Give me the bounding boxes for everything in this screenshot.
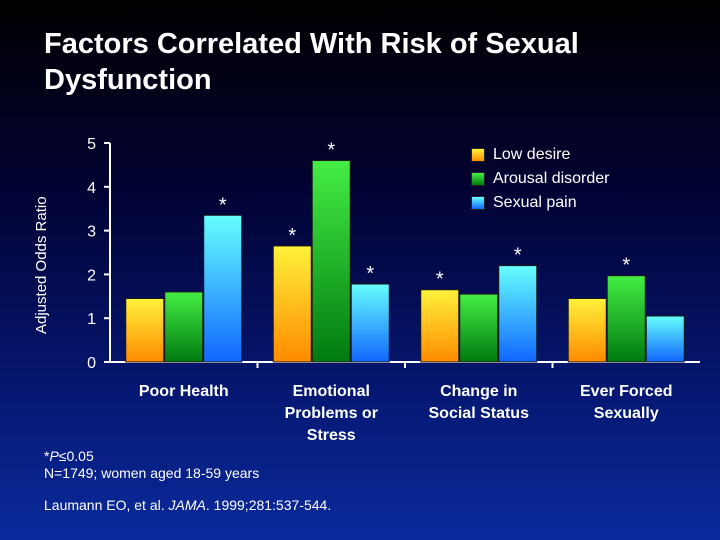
bar-low-desire	[272, 245, 312, 363]
bar-sexual-pain	[350, 283, 390, 363]
y-tick-label: 5	[87, 136, 96, 153]
bar-low-desire	[567, 297, 607, 363]
legend-item: Sexual pain	[471, 191, 610, 215]
x-category-label: Poor Health	[114, 381, 254, 403]
x-category-line: Emotional	[292, 383, 370, 400]
x-category-label: Change in Social Status	[409, 381, 549, 425]
bar-arousal-disorder	[164, 291, 204, 363]
legend-label: Low desire	[493, 146, 571, 163]
x-category-line: Poor Health	[138, 383, 229, 400]
y-tick-label: 0	[87, 355, 96, 372]
legend-swatch	[471, 196, 485, 210]
legend: Low desire Arousal disorder Sexual pain	[471, 143, 610, 215]
bar-arousal-disorder	[311, 160, 351, 363]
bar-low-desire	[125, 297, 165, 363]
significance-marker: *	[436, 269, 444, 291]
bar-low-desire	[420, 289, 460, 363]
x-category-line: Social Status	[428, 405, 529, 422]
footnotes: *P≤0.05 N=1749; women aged 18-59 years	[44, 448, 259, 482]
x-category-line: Ever Forced	[580, 383, 673, 400]
chart-title: Factors Correlated With Risk of Sexual D…	[44, 28, 579, 96]
x-category-label: Ever Forced Sexually	[556, 381, 696, 425]
x-category-line: Change in	[440, 383, 518, 400]
legend-swatch	[471, 148, 485, 162]
legend-swatch	[471, 172, 485, 186]
x-category-line: Stress	[306, 427, 356, 444]
reference: Laumann EO, et al. JAMA. 1999;281:537-54…	[44, 497, 332, 513]
bar-arousal-disorder	[606, 275, 646, 363]
y-tick-label: 2	[87, 267, 96, 284]
legend-label: Arousal disorder	[493, 170, 610, 187]
x-category-label: Emotional Problems or Stress	[261, 381, 401, 447]
significance-marker: *	[288, 225, 296, 247]
sample-note: N=1749; women aged 18-59 years	[44, 465, 260, 481]
significance-marker: *	[366, 263, 374, 285]
significance-marker: *	[514, 245, 522, 267]
significance-note: *P≤0.05	[44, 448, 94, 464]
bar-sexual-pain	[498, 265, 538, 363]
legend-item: Low desire	[471, 143, 610, 167]
x-category-line: Sexually	[593, 405, 659, 422]
bar-sexual-pain	[203, 214, 243, 363]
bar-arousal-disorder	[459, 293, 499, 363]
significance-marker: *	[219, 194, 227, 216]
y-tick-label: 1	[87, 311, 96, 328]
bar-sexual-pain	[645, 315, 685, 363]
x-category-line: Problems or	[284, 405, 378, 422]
significance-marker: *	[327, 140, 335, 162]
y-tick-label: 3	[87, 224, 96, 241]
legend-item: Arousal disorder	[471, 167, 610, 191]
legend-label: Sexual pain	[493, 194, 577, 211]
y-tick-label: 4	[87, 180, 96, 197]
significance-marker: *	[622, 255, 630, 277]
